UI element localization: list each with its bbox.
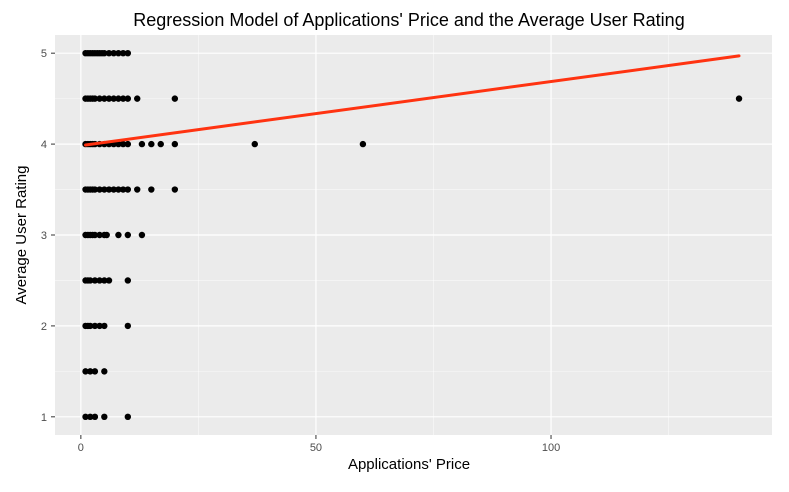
grid-lines (55, 35, 772, 435)
data-point (110, 95, 117, 102)
data-point (171, 186, 179, 193)
data-point (119, 95, 127, 102)
data-point (105, 95, 113, 102)
data-point (138, 140, 146, 148)
data-point (103, 231, 110, 239)
data-point (110, 49, 117, 57)
data-point (96, 231, 103, 239)
data-point (105, 49, 113, 57)
data-point (101, 95, 108, 102)
y-tick-label: 1 (41, 412, 47, 424)
x-tick-label: 0 (78, 442, 84, 454)
y-tick-label: 2 (41, 321, 47, 333)
data-point (119, 140, 127, 148)
data-point (91, 231, 99, 239)
data-point (124, 140, 132, 148)
data-point (148, 140, 155, 148)
data-point (124, 277, 132, 284)
chart-title: Regression Model of Applications' Price … (133, 10, 684, 30)
data-point (148, 186, 155, 193)
y-tick-label: 4 (41, 139, 47, 151)
data-point (115, 231, 122, 239)
data-point (105, 186, 113, 193)
regression-line (84, 54, 741, 147)
data-point (735, 95, 743, 102)
data-point (91, 368, 99, 375)
data-point (82, 413, 89, 421)
data-point (96, 186, 103, 193)
y-tick-label: 5 (41, 48, 47, 60)
regression-line-layer (84, 54, 741, 147)
data-point (134, 95, 141, 102)
data-point (101, 277, 108, 284)
data-point (138, 231, 146, 239)
data-point (157, 140, 164, 148)
data-point (96, 95, 103, 102)
data-point (124, 49, 132, 57)
data-point (171, 140, 179, 148)
data-point (91, 322, 99, 330)
data-point (101, 49, 108, 57)
data-point (134, 186, 141, 193)
data-point (124, 231, 132, 239)
data-point (359, 140, 367, 148)
data-point (101, 186, 108, 193)
data-point (115, 140, 122, 148)
data-point (91, 186, 99, 193)
data-point (110, 186, 117, 193)
data-point (96, 277, 103, 284)
y-axis-label: Average User Rating (13, 166, 30, 305)
data-point (87, 368, 94, 375)
data-points (82, 49, 743, 421)
data-point (101, 322, 108, 330)
data-point (91, 277, 99, 284)
data-point (171, 95, 179, 102)
data-point (251, 140, 258, 148)
data-point (115, 186, 122, 193)
data-point (96, 322, 103, 330)
y-tick-label: 3 (41, 230, 47, 242)
data-point (105, 277, 113, 284)
x-tick-label: 50 (310, 442, 322, 454)
data-point (87, 277, 94, 284)
data-point (115, 49, 122, 57)
axes: 0 50 100 1 2 3 4 5 (41, 48, 560, 454)
data-point (124, 413, 132, 421)
data-point (91, 413, 99, 421)
data-point (119, 49, 127, 57)
data-point (82, 368, 89, 375)
x-axis-label: Applications' Price (348, 456, 470, 473)
data-point (87, 322, 94, 330)
x-tick-label: 100 (542, 442, 560, 454)
data-point (101, 413, 108, 421)
data-point (115, 95, 122, 102)
data-point (91, 95, 99, 102)
data-point (87, 413, 94, 421)
data-point (101, 368, 108, 375)
data-point (119, 186, 127, 193)
data-point (124, 322, 132, 330)
data-point (124, 186, 132, 193)
data-point (124, 95, 132, 102)
